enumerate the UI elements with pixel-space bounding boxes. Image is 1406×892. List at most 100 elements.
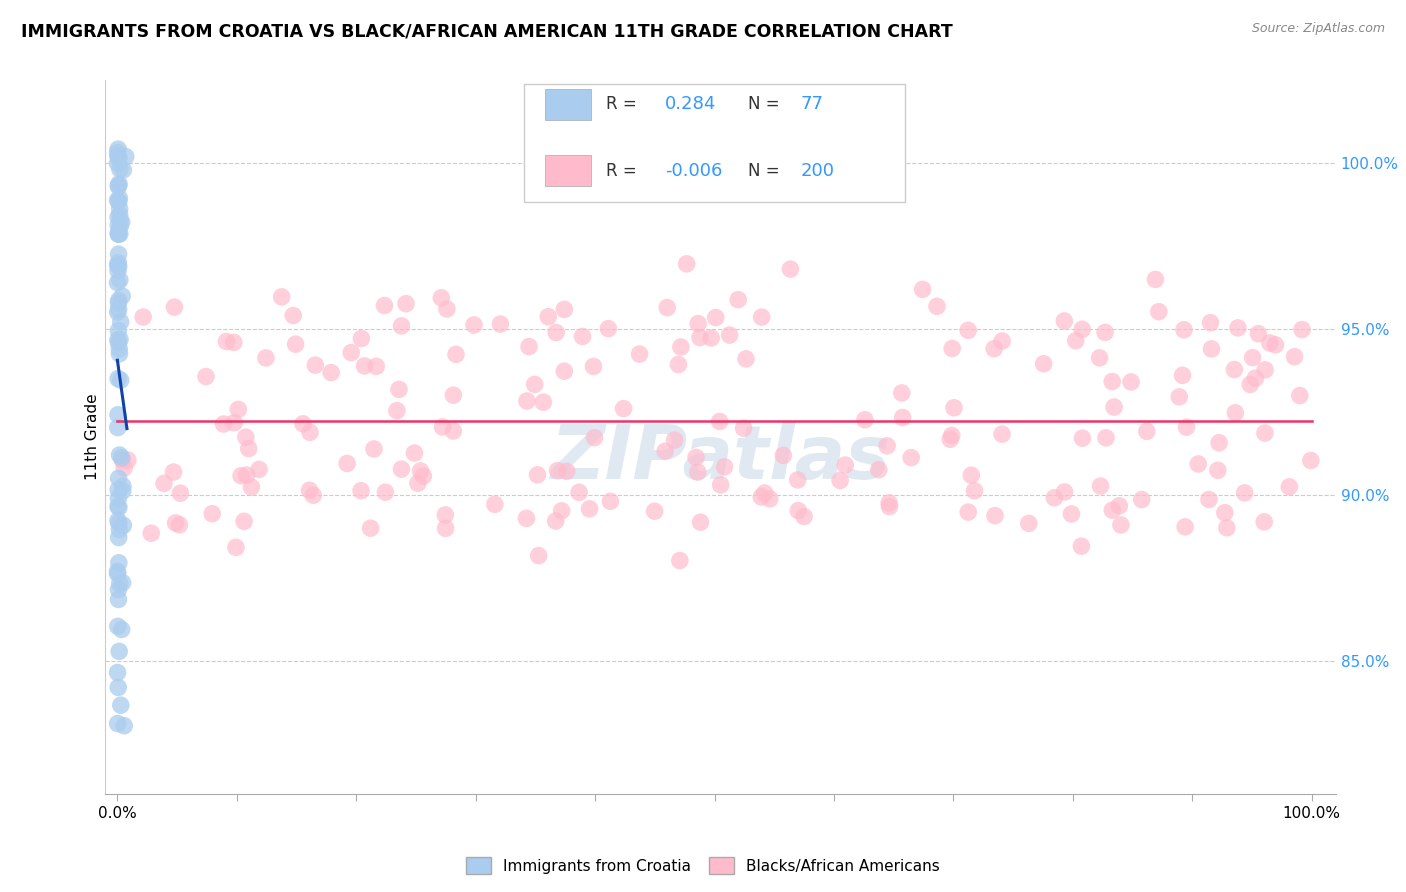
Point bbox=[107, 145, 129, 160]
Point bbox=[700, 331, 723, 345]
Point bbox=[107, 665, 129, 680]
Point bbox=[1071, 322, 1094, 336]
Point bbox=[292, 417, 315, 431]
Point bbox=[165, 516, 187, 530]
Point bbox=[111, 483, 134, 498]
Point bbox=[201, 507, 224, 521]
Point bbox=[654, 444, 676, 458]
Point bbox=[107, 247, 129, 261]
Point bbox=[434, 521, 457, 535]
Point bbox=[108, 177, 131, 191]
Point bbox=[284, 337, 307, 351]
Point bbox=[107, 592, 129, 607]
Point bbox=[434, 508, 457, 522]
Point bbox=[787, 503, 810, 517]
Point bbox=[110, 315, 132, 329]
Point bbox=[195, 369, 218, 384]
Point bbox=[1299, 453, 1322, 467]
Text: 77: 77 bbox=[800, 95, 824, 113]
Point bbox=[710, 478, 733, 492]
Point bbox=[215, 334, 238, 349]
Text: -0.006: -0.006 bbox=[665, 161, 723, 180]
Point bbox=[229, 468, 252, 483]
Point bbox=[107, 333, 129, 347]
Point bbox=[107, 218, 129, 232]
Point bbox=[107, 324, 129, 338]
Text: 200: 200 bbox=[800, 161, 835, 180]
Point bbox=[225, 541, 247, 555]
Point bbox=[1070, 539, 1092, 553]
Point bbox=[111, 623, 134, 637]
Point bbox=[689, 330, 711, 344]
Legend: Immigrants from Croatia, Blacks/African Americans: Immigrants from Croatia, Blacks/African … bbox=[460, 851, 946, 880]
Point bbox=[107, 194, 129, 209]
Point bbox=[544, 514, 567, 528]
Point bbox=[441, 424, 464, 438]
Point bbox=[1119, 375, 1142, 389]
Point bbox=[1136, 425, 1159, 439]
Point bbox=[302, 488, 325, 502]
Point bbox=[107, 260, 129, 274]
Point bbox=[489, 317, 512, 331]
Point bbox=[941, 428, 963, 442]
Point bbox=[107, 227, 129, 241]
Point bbox=[108, 644, 131, 658]
Point bbox=[517, 340, 540, 354]
Point bbox=[385, 403, 408, 417]
Point bbox=[108, 556, 131, 570]
Point bbox=[772, 449, 794, 463]
Point bbox=[1213, 506, 1236, 520]
Point bbox=[238, 442, 260, 456]
Point bbox=[751, 310, 773, 324]
Point bbox=[107, 531, 129, 545]
Point bbox=[111, 450, 134, 465]
Text: 0.284: 0.284 bbox=[665, 95, 717, 113]
Point bbox=[111, 289, 134, 303]
Point bbox=[526, 467, 548, 482]
Point bbox=[432, 420, 454, 434]
Point bbox=[1254, 426, 1277, 441]
Point bbox=[1071, 431, 1094, 445]
Text: R =: R = bbox=[606, 161, 643, 180]
Point bbox=[304, 358, 326, 372]
Point bbox=[689, 515, 711, 529]
Bar bbox=[544, 89, 592, 120]
Point bbox=[523, 377, 546, 392]
Point bbox=[599, 494, 621, 508]
Point bbox=[1241, 351, 1264, 365]
Point bbox=[107, 264, 129, 278]
Point bbox=[759, 491, 782, 506]
Point bbox=[430, 291, 453, 305]
Point bbox=[685, 450, 707, 465]
Point bbox=[531, 395, 554, 409]
Point bbox=[1284, 350, 1306, 364]
Point bbox=[107, 582, 129, 597]
Point bbox=[108, 208, 131, 222]
Point bbox=[1171, 368, 1194, 383]
Point bbox=[112, 719, 135, 733]
Point bbox=[1109, 517, 1132, 532]
Point bbox=[107, 420, 129, 434]
Point bbox=[108, 191, 131, 205]
Point bbox=[298, 483, 321, 498]
Text: ZIPatlas: ZIPatlas bbox=[551, 422, 890, 495]
Point bbox=[834, 458, 856, 472]
Point bbox=[107, 516, 129, 531]
Point bbox=[224, 416, 246, 430]
Point bbox=[111, 575, 134, 590]
Point bbox=[108, 151, 131, 165]
Point bbox=[235, 430, 257, 444]
Point bbox=[108, 219, 131, 234]
Point bbox=[107, 681, 129, 695]
Point bbox=[668, 358, 690, 372]
Point bbox=[107, 179, 129, 194]
Point bbox=[516, 394, 538, 409]
Point bbox=[553, 364, 575, 378]
Point bbox=[984, 508, 1007, 523]
Point bbox=[107, 566, 129, 581]
Point bbox=[363, 442, 385, 456]
Point bbox=[114, 150, 136, 164]
Point bbox=[350, 483, 373, 498]
Point bbox=[373, 299, 395, 313]
Point bbox=[1225, 406, 1247, 420]
